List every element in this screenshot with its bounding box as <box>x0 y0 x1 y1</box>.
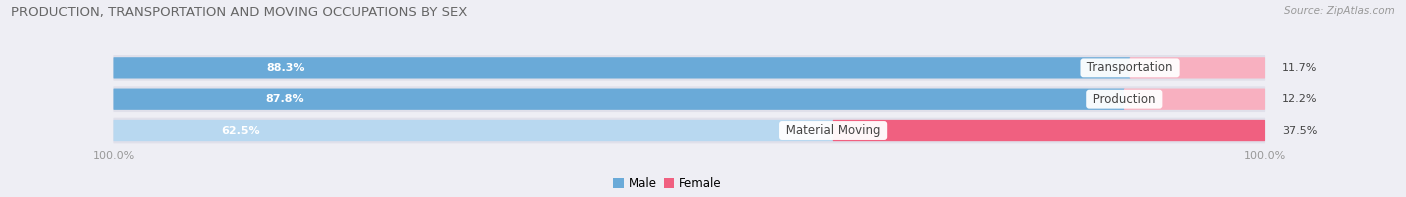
FancyBboxPatch shape <box>114 88 1125 110</box>
Text: 11.7%: 11.7% <box>1282 63 1317 73</box>
Text: Source: ZipAtlas.com: Source: ZipAtlas.com <box>1284 6 1395 16</box>
Text: Transportation: Transportation <box>1084 61 1177 74</box>
FancyBboxPatch shape <box>114 120 834 141</box>
Text: 12.2%: 12.2% <box>1282 94 1317 104</box>
Text: PRODUCTION, TRANSPORTATION AND MOVING OCCUPATIONS BY SEX: PRODUCTION, TRANSPORTATION AND MOVING OC… <box>11 6 468 19</box>
Text: 62.5%: 62.5% <box>222 125 260 136</box>
FancyBboxPatch shape <box>1123 88 1265 110</box>
Text: Production: Production <box>1090 93 1160 106</box>
Text: Material Moving: Material Moving <box>782 124 884 137</box>
FancyBboxPatch shape <box>114 118 1265 143</box>
Text: 37.5%: 37.5% <box>1282 125 1317 136</box>
FancyBboxPatch shape <box>114 55 1265 81</box>
FancyBboxPatch shape <box>114 86 1265 112</box>
FancyBboxPatch shape <box>832 120 1265 141</box>
Legend: Male, Female: Male, Female <box>609 173 727 195</box>
FancyBboxPatch shape <box>114 57 1130 79</box>
FancyBboxPatch shape <box>1129 57 1265 79</box>
Text: 87.8%: 87.8% <box>266 94 304 104</box>
Text: 88.3%: 88.3% <box>266 63 305 73</box>
